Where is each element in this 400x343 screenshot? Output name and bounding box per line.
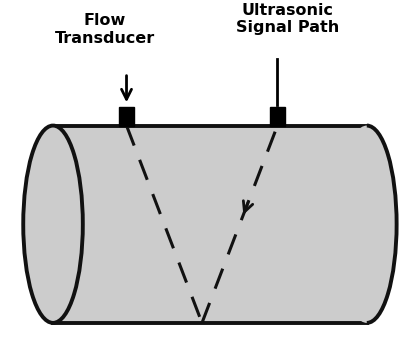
- Polygon shape: [53, 126, 367, 323]
- Text: Ultrasonic
Signal Path: Ultrasonic Signal Path: [236, 3, 339, 35]
- Text: Flow
Transducer: Flow Transducer: [54, 13, 155, 46]
- Bar: [270, 107, 285, 126]
- Bar: [119, 107, 134, 126]
- Ellipse shape: [337, 126, 397, 323]
- Ellipse shape: [23, 126, 83, 323]
